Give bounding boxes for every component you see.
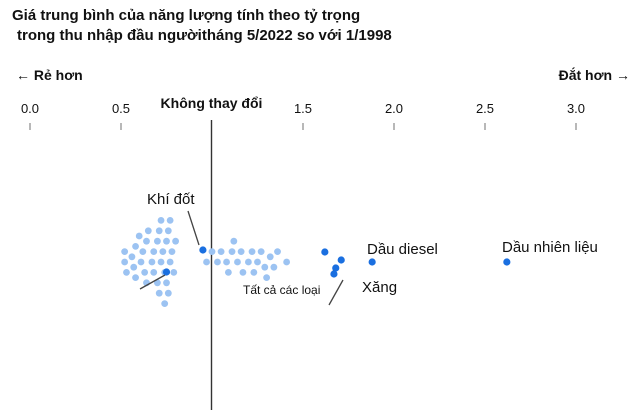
energy-point xyxy=(123,269,130,276)
chart-title-line-1: Giá trung bình của năng lượng tính theo … xyxy=(12,7,361,24)
energy-point xyxy=(161,300,169,307)
energy-point xyxy=(170,269,178,276)
x-tick-label: 1.5 xyxy=(294,101,312,116)
annotation-tat-ca-cac-loai: Tất cả các loại xyxy=(243,283,320,297)
energy-point xyxy=(154,279,161,287)
energy-point xyxy=(239,269,247,276)
energy-point xyxy=(155,289,163,297)
annotations: Khí đốt Dầu diesel Dầu nhiên liệu Tất cả cá… xyxy=(147,191,598,297)
energy-point xyxy=(144,227,152,235)
energy-point xyxy=(132,274,139,281)
energy-point xyxy=(234,258,241,266)
energy-point xyxy=(261,263,269,271)
energy-point xyxy=(248,248,256,256)
energy-point xyxy=(159,248,167,256)
cheaper-direction-label: ← Rẻ hơn xyxy=(16,67,83,83)
energy-point xyxy=(257,248,265,256)
point-dau-diesel xyxy=(368,258,376,266)
no-change-reference: Không thay đổi xyxy=(161,95,263,410)
x-axis: 0.0 0.5 1.5 2.0 2.5 3.0 xyxy=(21,101,585,130)
x-tick-label: 0.0 xyxy=(21,101,39,116)
energy-point xyxy=(237,248,245,256)
energy-point xyxy=(139,248,147,256)
energy-point xyxy=(168,248,176,256)
energy-point xyxy=(166,217,174,224)
energy-point xyxy=(148,258,156,266)
energy-point xyxy=(228,248,236,256)
more-expensive-direction-label: Đắt hơn → xyxy=(559,66,630,83)
energy-point xyxy=(135,232,143,240)
chart-title: Giá trung bình của năng lượng tính theo … xyxy=(12,6,612,46)
energy-point xyxy=(130,263,138,271)
energy-point xyxy=(143,237,150,245)
energy-point xyxy=(155,227,163,235)
energy-point xyxy=(150,269,158,276)
energy-point xyxy=(166,258,174,266)
leader-xang-lower xyxy=(328,279,344,306)
x-tick-label: 3.0 xyxy=(567,101,585,116)
energy-point xyxy=(164,227,172,235)
energy-point xyxy=(214,258,221,266)
no-change-label: Không thay đổi xyxy=(161,95,263,111)
highlighted-point xyxy=(321,248,329,256)
energy-point xyxy=(137,258,145,266)
energy-point xyxy=(121,258,129,266)
energy-point xyxy=(150,248,158,256)
point-dau-nhien-lieu xyxy=(503,258,511,266)
energy-point xyxy=(121,248,129,256)
energy-point xyxy=(223,258,230,266)
energy-point xyxy=(157,258,165,266)
energy-point xyxy=(217,248,225,256)
energy-point xyxy=(164,289,172,297)
energy-point xyxy=(224,269,232,276)
point-khi-dot xyxy=(199,246,207,254)
annotation-xang: Xăng xyxy=(362,279,397,296)
energy-point xyxy=(263,274,270,281)
annotation-dau-diesel: Dầu diesel xyxy=(367,241,438,258)
energy-point xyxy=(141,269,149,276)
x-tick-label: 2.5 xyxy=(476,101,494,116)
point-tat-ca-cac-loai xyxy=(162,268,171,276)
energy-point xyxy=(172,237,180,245)
energy-point xyxy=(163,237,170,245)
point-xang xyxy=(332,264,340,272)
other-energy-points xyxy=(121,217,291,307)
energy-point xyxy=(270,263,278,271)
highlighted-energy-points xyxy=(162,246,511,278)
energy-point xyxy=(283,258,291,266)
energy-point xyxy=(163,279,170,287)
energy-point xyxy=(203,258,210,266)
energy-point xyxy=(132,243,139,250)
highlighted-point xyxy=(330,270,338,278)
energy-point xyxy=(266,253,274,261)
chart-title-line-2: trong thu nhập đầu ngườitháng 5/2022 so … xyxy=(17,27,392,44)
energy-point xyxy=(208,248,216,256)
annotation-dau-nhien-lieu: Dầu nhiên liệu xyxy=(502,239,598,256)
x-tick-label: 0.5 xyxy=(112,101,130,116)
annotation-khi-dot: Khí đốt xyxy=(147,191,195,208)
x-tick-label: 2.0 xyxy=(385,101,403,116)
leader-khi-dot xyxy=(187,210,200,246)
energy-point xyxy=(274,248,281,256)
energy-point xyxy=(245,258,252,266)
energy-point xyxy=(250,269,258,276)
energy-point xyxy=(154,237,161,245)
energy-point xyxy=(157,217,165,224)
highlighted-point xyxy=(337,256,345,264)
energy-point xyxy=(230,237,238,245)
energy-point xyxy=(128,253,136,261)
leader-tat-ca-cac-loai xyxy=(139,274,166,290)
energy-point xyxy=(254,258,261,266)
